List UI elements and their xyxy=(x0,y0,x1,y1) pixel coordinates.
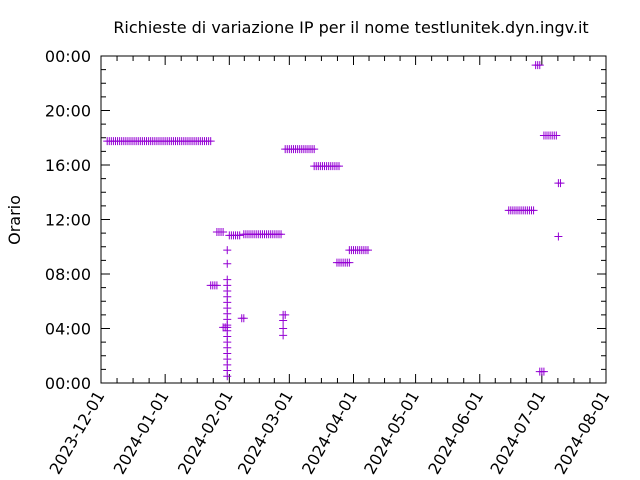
data-point xyxy=(206,137,215,146)
x-tick-label: 2024-02-01 xyxy=(174,388,237,478)
data-point xyxy=(529,206,538,215)
x-tick-label: 2024-08-01 xyxy=(551,388,614,478)
data-point xyxy=(552,131,561,140)
x-tick-label: 2024-07-01 xyxy=(486,388,549,478)
data-point xyxy=(363,246,372,255)
data-point xyxy=(345,258,354,267)
y-tick-label: 20:00 xyxy=(45,102,91,121)
data-point xyxy=(219,227,228,236)
x-tick-label: 2024-03-01 xyxy=(234,388,297,478)
data-point xyxy=(554,232,563,241)
data-point xyxy=(535,61,544,70)
data-point xyxy=(223,275,232,284)
data-point xyxy=(335,162,344,171)
data-point xyxy=(279,331,288,340)
y-tick-label: 16:00 xyxy=(45,156,91,175)
data-point xyxy=(223,246,232,255)
x-tick-label: 2024-04-01 xyxy=(298,388,361,478)
data-point xyxy=(277,230,286,239)
x-tick-label: 2023-12-01 xyxy=(46,388,109,478)
y-tick-label: 00:00 xyxy=(45,374,91,393)
axes: 00:0004:0008:0012:0016:0020:0000:002023-… xyxy=(45,47,614,478)
data-points xyxy=(103,61,565,381)
data-point xyxy=(212,281,221,290)
data-point xyxy=(239,314,248,323)
y-tick-label: 08:00 xyxy=(45,265,91,284)
data-point xyxy=(235,231,244,240)
y-tick-label: 12:00 xyxy=(45,211,91,230)
y-axis-label: Orario xyxy=(5,195,24,245)
x-tick-label: 2024-06-01 xyxy=(424,388,487,478)
chart-title: Richieste di variazione IP per il nome t… xyxy=(113,18,588,37)
data-point xyxy=(310,145,319,154)
y-tick-label: 04:00 xyxy=(45,320,91,339)
x-tick-label: 2024-01-01 xyxy=(110,388,173,478)
data-point xyxy=(279,324,288,333)
data-point xyxy=(223,259,232,268)
plot-frame xyxy=(100,55,607,384)
data-point xyxy=(556,179,565,188)
data-point xyxy=(539,367,548,376)
data-point xyxy=(281,310,290,319)
x-tick-label: 2024-05-01 xyxy=(360,388,423,478)
y-tick-label: 00:00 xyxy=(45,47,91,66)
